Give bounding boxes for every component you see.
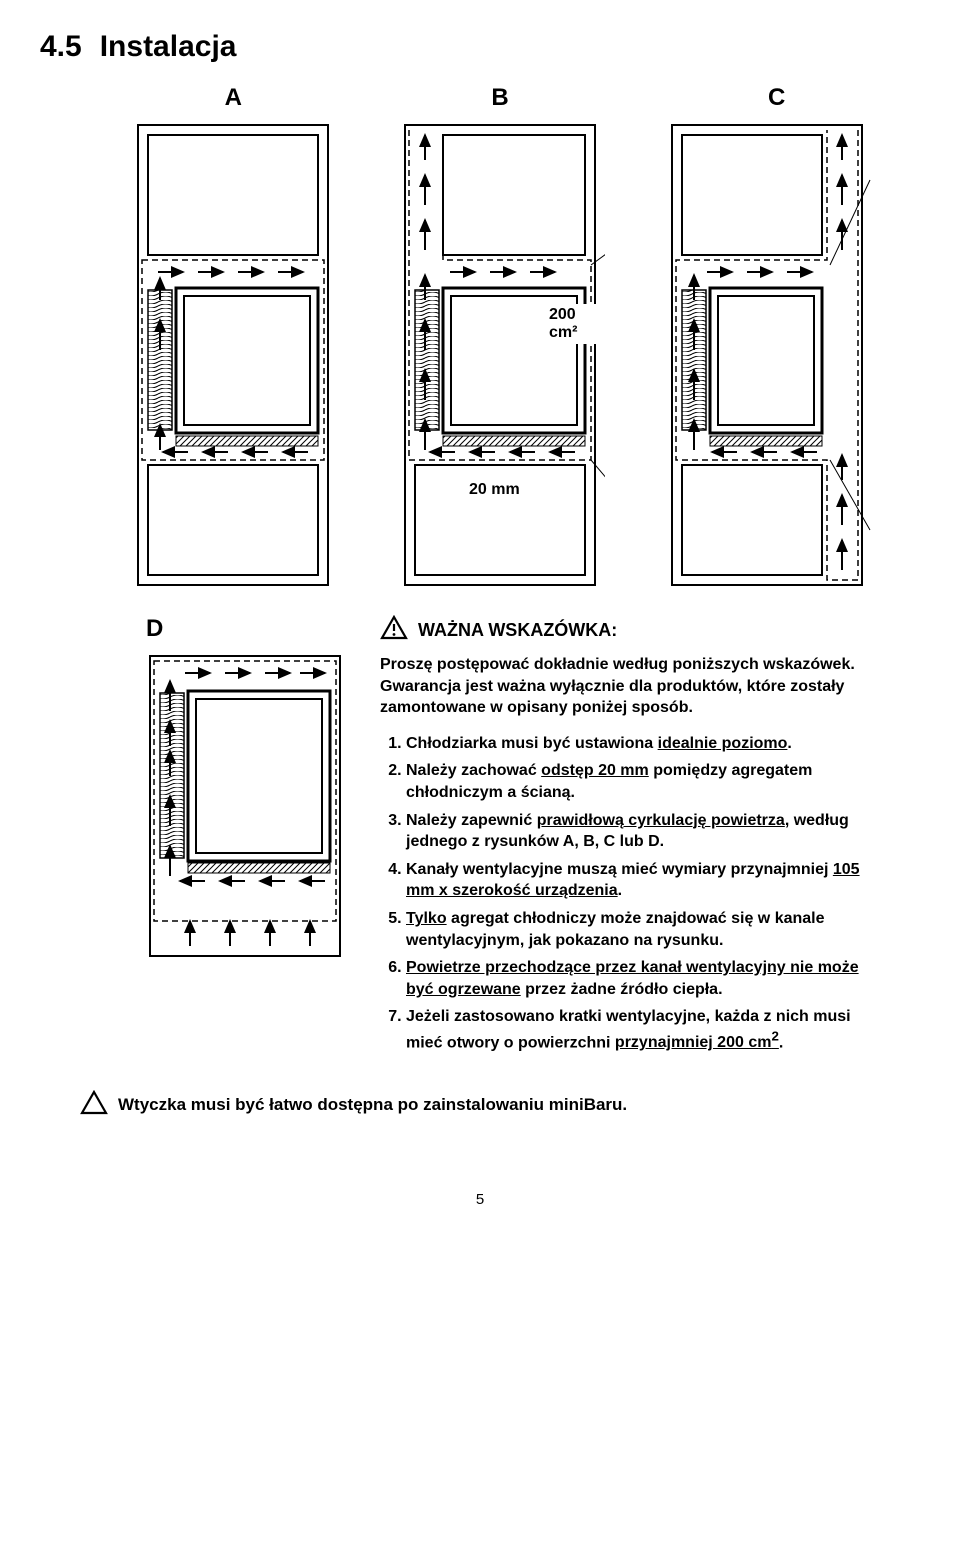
warning-icon [380, 615, 408, 646]
tip-item: Chłodziarka musi być ustawiona idealnie … [406, 733, 880, 755]
warning-icon [80, 1090, 108, 1121]
diagram-b: B [395, 84, 605, 595]
diagram-c-label: C [662, 84, 892, 112]
tip-item: Należy zachować odstęp 20 mm pomiędzy ag… [406, 760, 880, 803]
tip-list: Chłodziarka musi być ustawiona idealnie … [380, 733, 880, 1054]
diagram-d: D [140, 615, 350, 966]
diagrams-row-abc: A [100, 84, 920, 595]
diagram-b-label: B [395, 84, 605, 112]
footer-note: Wtyczka musi być łatwo dostępna po zains… [80, 1090, 920, 1121]
callout-20: 20 mm [465, 479, 524, 501]
tip-item: Kanały wentylacyjne muszą mieć wymiary p… [406, 859, 880, 902]
diagram-b-svg [395, 120, 605, 590]
section-title: Instalacja [100, 30, 237, 64]
tip-intro: Proszę postępować dokładnie według poniż… [380, 654, 880, 719]
diagram-a: A [128, 84, 338, 595]
diagram-d-label: D [146, 615, 350, 643]
tip-item: Tylko agregat chłodniczy może znajdować … [406, 908, 880, 951]
diagram-a-label: A [128, 84, 338, 112]
tip-title: WAŻNA WSKAZÓWKA: [418, 620, 617, 641]
callout-200: 200 cm² [545, 304, 605, 344]
section-d-row: D [140, 615, 920, 1060]
tip-item: Powietrze przechodzące przez kanał wenty… [406, 957, 880, 1000]
tip-block: WAŻNA WSKAZÓWKA: Proszę postępować dokła… [380, 615, 880, 1060]
diagram-a-svg [128, 120, 338, 590]
section-header: 4.5 Instalacja [40, 30, 920, 64]
section-number: 4.5 [40, 30, 82, 64]
diagram-c: C [662, 84, 892, 595]
page-number: 5 [40, 1191, 920, 1208]
tip-item: Jeżeli zastosowano kratki wentylacyjne, … [406, 1006, 880, 1054]
diagram-c-svg [662, 120, 892, 590]
footer-text: Wtyczka musi być łatwo dostępna po zains… [118, 1095, 627, 1115]
tip-item: Należy zapewnić prawidłową cyrkulację po… [406, 810, 880, 853]
diagram-d-svg [140, 651, 350, 961]
tip-header: WAŻNA WSKAZÓWKA: [380, 615, 880, 646]
